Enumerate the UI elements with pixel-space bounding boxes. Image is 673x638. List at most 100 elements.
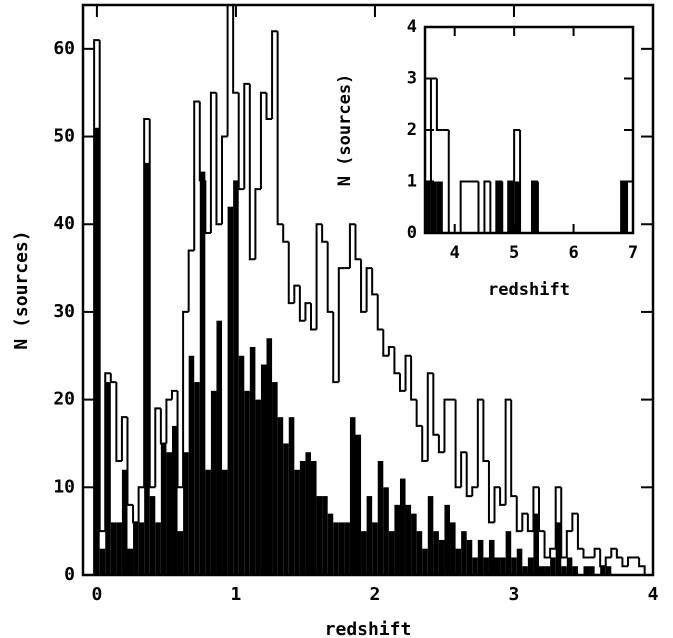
bar	[444, 504, 451, 575]
bar-outline	[435, 78, 443, 131]
bar	[199, 171, 206, 575]
bar-outline	[98, 40, 106, 533]
bar	[171, 425, 178, 575]
bar	[160, 443, 167, 575]
x-tick-label: 4	[648, 584, 659, 605]
bar	[483, 557, 489, 575]
bar-outline	[115, 382, 122, 462]
x-tick-label: 4	[450, 243, 460, 263]
bar-outline	[398, 373, 406, 392]
bar	[566, 557, 573, 575]
bar	[222, 469, 228, 575]
bar-outline	[265, 92, 273, 120]
bar-outline	[154, 407, 161, 488]
bar	[533, 513, 539, 575]
bar	[155, 522, 161, 575]
bar	[116, 522, 122, 575]
bar	[455, 548, 462, 575]
bar-outline	[215, 92, 223, 226]
inset-background	[425, 27, 633, 233]
bar	[377, 461, 384, 575]
bar-outline	[621, 557, 628, 568]
bar-outline	[293, 284, 300, 304]
bar	[522, 566, 528, 575]
bar-outline	[132, 504, 139, 524]
bar-outline	[93, 39, 100, 575]
bar-outline	[165, 398, 172, 444]
bar-outline	[465, 452, 473, 498]
bar-outline	[571, 512, 578, 532]
y-tick-label: 2	[407, 120, 417, 140]
bar	[600, 566, 606, 575]
bar-outline	[459, 180, 467, 233]
bar	[405, 504, 412, 575]
bar	[305, 452, 311, 575]
bar-outline	[565, 530, 573, 558]
bar-outline	[254, 188, 261, 260]
bar-outline	[432, 373, 439, 436]
bar	[425, 181, 431, 233]
bar	[430, 181, 437, 233]
bar-outline	[187, 249, 195, 312]
x-tick-label: 5	[509, 243, 519, 263]
bar	[514, 181, 521, 233]
bar	[621, 181, 628, 233]
y-tick-label: 1	[407, 172, 417, 192]
bar	[149, 496, 156, 575]
bar	[233, 180, 239, 575]
bar-outline	[507, 180, 515, 233]
y-tick-label: 0	[64, 564, 75, 585]
bar-outline	[354, 224, 362, 261]
bar-outline	[499, 487, 506, 506]
bar	[472, 557, 478, 575]
bar-outline	[482, 399, 489, 462]
x-tick-label: 6	[568, 243, 578, 263]
y-axis-label: N (sources)	[11, 230, 32, 349]
bar-outline	[321, 224, 328, 243]
bar-outline	[530, 180, 538, 233]
bar	[283, 443, 289, 575]
bar	[550, 557, 556, 575]
bar	[394, 504, 400, 575]
y-tick-label: 20	[53, 389, 75, 410]
y-tick-label: 50	[53, 126, 75, 147]
bar-outline	[549, 547, 556, 558]
y-tick-label: 40	[53, 213, 75, 234]
bar	[572, 566, 578, 575]
bar	[488, 539, 495, 575]
x-axis-label: redshift	[325, 619, 412, 638]
bar	[433, 531, 439, 575]
bar	[583, 566, 590, 575]
bar	[561, 566, 567, 575]
bar-outline	[371, 268, 378, 296]
bar	[361, 531, 367, 575]
bar	[322, 496, 328, 575]
bar	[372, 522, 378, 575]
bar	[344, 522, 350, 575]
x-tick-label: 7	[628, 243, 638, 263]
bar-outline	[393, 347, 400, 375]
y-tick-label: 3	[407, 69, 417, 89]
bar	[477, 539, 484, 575]
bar-outline	[170, 389, 178, 400]
bar	[105, 382, 111, 575]
bar	[255, 399, 261, 575]
bar-outline	[304, 302, 311, 321]
y-tick-label: 10	[53, 476, 75, 497]
bar	[110, 522, 117, 575]
bar-outline	[298, 285, 306, 322]
bar	[249, 347, 256, 575]
bar	[133, 522, 139, 575]
bar	[399, 478, 406, 575]
bar-outline	[109, 373, 117, 384]
y-tick-label: 30	[53, 301, 75, 322]
bar-outline	[543, 531, 551, 559]
bar-outline	[515, 496, 523, 533]
bar	[411, 513, 417, 575]
bar-outline	[415, 399, 423, 427]
bar-outline	[120, 416, 128, 461]
bar-outline	[176, 390, 184, 489]
bar-outline	[610, 547, 617, 558]
bar	[311, 461, 317, 575]
bar	[210, 390, 217, 575]
